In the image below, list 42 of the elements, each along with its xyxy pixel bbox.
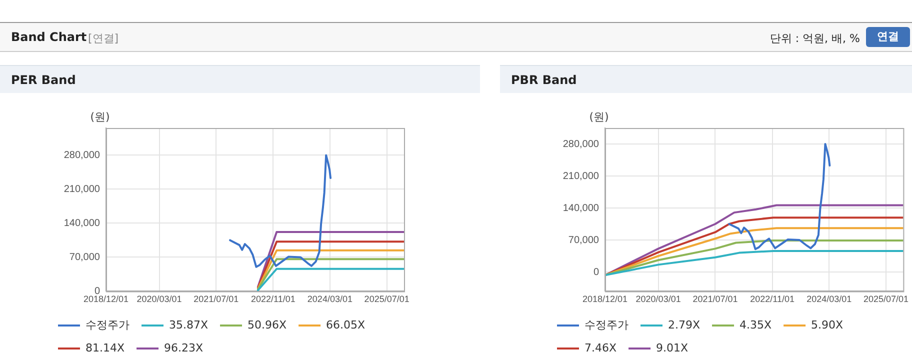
y-axis-title: (원) bbox=[90, 110, 110, 124]
x-tick-label: 2022/11/01 bbox=[750, 294, 794, 304]
legend-label: 96.23X bbox=[164, 341, 204, 354]
x-tick-label: 2020/03/01 bbox=[136, 294, 182, 304]
chart-title: PBR Band bbox=[500, 65, 912, 93]
text: [연결] bbox=[88, 31, 119, 46]
legend-label: 수정주가 bbox=[86, 318, 130, 332]
y-tick-label: 70,000 bbox=[69, 252, 100, 263]
text: 연결 bbox=[866, 27, 910, 47]
y-tick-label: 210,000 bbox=[562, 170, 600, 182]
legend-label: 81.14X bbox=[86, 341, 125, 354]
x-tick-label: 2018/12/01 bbox=[83, 294, 129, 304]
y-tick-label: 210,000 bbox=[64, 184, 100, 195]
y-tick-label: 280,000 bbox=[64, 150, 100, 161]
legend-label: 수정주가 bbox=[584, 318, 628, 332]
x-tick-label: 2022/11/01 bbox=[250, 294, 296, 304]
y-tick-label: 0 bbox=[593, 266, 600, 278]
legend-label: 4.35X bbox=[740, 318, 772, 332]
y-tick-label: 140,000 bbox=[562, 202, 600, 214]
y-tick-label: 0 bbox=[94, 286, 100, 297]
legend-label: 35.87X bbox=[169, 318, 208, 332]
x-tick-label: 2024/03/01 bbox=[806, 294, 852, 304]
x-tick-label: 2025/07/01 bbox=[364, 294, 410, 304]
x-tick-label: 2021/07/01 bbox=[692, 294, 738, 304]
chart-title: PER Band bbox=[0, 65, 480, 93]
text: Band Chart bbox=[11, 30, 87, 44]
legend-label: 7.46X bbox=[584, 341, 617, 354]
legend-label: 5.90X bbox=[811, 318, 844, 332]
text: 단위 : 억원, 배, % bbox=[770, 31, 860, 46]
legend-label: 2.79X bbox=[668, 318, 700, 332]
x-tick-label: 2021/07/01 bbox=[194, 294, 239, 304]
y-tick-label: 140,000 bbox=[64, 218, 100, 229]
y-axis-title: (원) bbox=[589, 110, 609, 124]
y-tick-label: 280,000 bbox=[562, 138, 600, 150]
x-tick-label: 2025/07/01 bbox=[863, 294, 909, 304]
x-tick-label: 2024/03/01 bbox=[307, 294, 352, 304]
legend-label: 66.05X bbox=[326, 318, 366, 332]
y-tick-label: 70,000 bbox=[568, 234, 600, 246]
legend-label: 9.01X bbox=[656, 341, 689, 354]
x-tick-label: 2018/12/01 bbox=[582, 294, 628, 304]
legend-label: 50.96X bbox=[248, 318, 288, 332]
x-tick-label: 2020/03/01 bbox=[636, 294, 681, 304]
